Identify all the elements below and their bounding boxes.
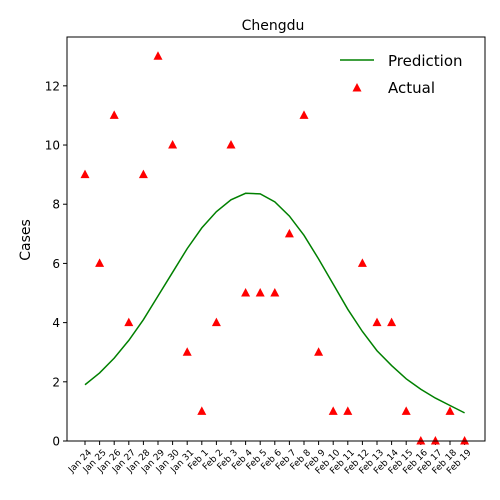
prediction-series-line (85, 193, 465, 413)
actual-point (358, 258, 367, 267)
y-tick-label: 6 (52, 257, 60, 271)
y-tick-label: 0 (52, 435, 60, 449)
actual-point (431, 436, 440, 445)
legend-prediction-label: Prediction (388, 52, 463, 70)
series-layer (81, 51, 470, 444)
actual-point (154, 51, 163, 60)
actual-point (227, 140, 236, 149)
actual-point (460, 436, 469, 445)
actual-point (343, 406, 352, 415)
plot-frame (67, 37, 485, 441)
actual-point (124, 318, 133, 327)
actual-point (270, 288, 279, 297)
actual-point (329, 406, 338, 415)
actual-point (95, 258, 104, 267)
actual-point (139, 170, 148, 179)
actual-point (373, 318, 382, 327)
actual-point (285, 229, 294, 238)
y-tick-label: 10 (45, 139, 60, 153)
actual-point (168, 140, 177, 149)
actual-point (197, 406, 206, 415)
y-tick-label: 12 (45, 79, 60, 93)
actual-point (416, 436, 425, 445)
y-axis-ticks: 0 2 4 6 8 10 12 (45, 79, 67, 448)
chart-title: Chengdu (242, 18, 305, 34)
legend-actual-label: Actual (388, 79, 435, 97)
actual-point (212, 318, 221, 327)
legend: Prediction Actual (340, 52, 463, 97)
actual-point (402, 406, 411, 415)
y-tick-label: 8 (52, 198, 60, 212)
actual-point (300, 110, 309, 119)
actual-point (314, 347, 323, 356)
legend-actual-swatch (353, 83, 362, 92)
actual-point (110, 110, 119, 119)
y-tick-label: 4 (52, 316, 60, 330)
y-tick-label: 2 (52, 375, 60, 389)
actual-point (241, 288, 250, 297)
actual-point (256, 288, 265, 297)
y-axis-label: Cases (18, 219, 34, 261)
actual-point (183, 347, 192, 356)
actual-point (81, 170, 90, 179)
actual-point (387, 318, 396, 327)
